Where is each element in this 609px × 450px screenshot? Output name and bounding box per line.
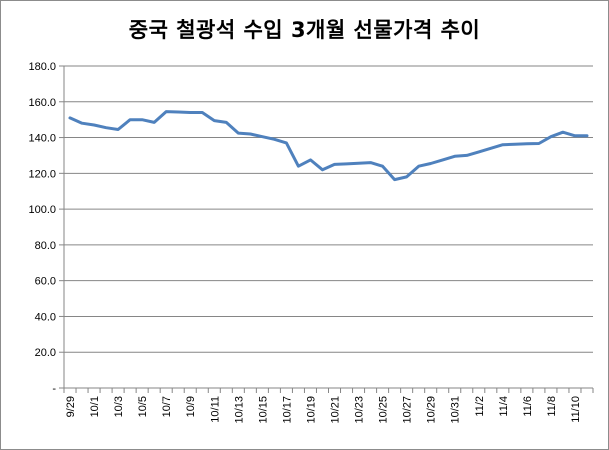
x-tick-label: 10/21 bbox=[330, 396, 342, 424]
x-tick-label: 10/31 bbox=[450, 396, 462, 424]
x-tick-label: 10/13 bbox=[233, 396, 245, 424]
y-tick-label: 20.0 bbox=[35, 347, 56, 359]
x-tick-label: 10/11 bbox=[209, 396, 221, 423]
x-tick-label: 10/15 bbox=[257, 396, 269, 424]
x-tick-label: 10/1 bbox=[89, 396, 101, 417]
x-tick-label: 10/23 bbox=[354, 396, 366, 424]
x-tick-label: 11/2 bbox=[474, 396, 486, 417]
y-tick-label: 120.0 bbox=[28, 168, 56, 180]
y-tick-labels: - 20.0 40.0 60.0 80.0 100.0 120.0 140.0 160.0 180… bbox=[28, 61, 64, 395]
y-tick-label: - bbox=[52, 383, 56, 395]
x-tick-label: 10/25 bbox=[378, 396, 390, 424]
x-tick-label: 10/5 bbox=[137, 396, 149, 417]
gridlines bbox=[64, 65, 593, 353]
x-tick-label: 10/29 bbox=[426, 396, 438, 424]
x-tick-label: 11/4 bbox=[498, 396, 510, 417]
y-tick-label: 100.0 bbox=[28, 204, 56, 216]
y-tick-label: 140.0 bbox=[28, 133, 56, 145]
y-tick-label: 40.0 bbox=[35, 311, 56, 323]
x-tick-label: 10/7 bbox=[161, 396, 173, 417]
x-tick-label: 10/17 bbox=[281, 396, 293, 424]
y-tick-label: 60.0 bbox=[35, 276, 56, 288]
y-tick-label: 80.0 bbox=[35, 240, 56, 252]
x-tick-label: 9/29 bbox=[65, 396, 77, 417]
chart-title: 중국 철광석 수입 3개월 선물가격 추이 bbox=[128, 18, 481, 42]
x-tick-label: 10/3 bbox=[113, 396, 125, 417]
x-tick-labels: 9/29 10/1 10/3 10/5 10/7 10/9 10/11 10/13 10/15 1… bbox=[63, 388, 594, 424]
axes bbox=[63, 66, 593, 389]
x-tick-label: 10/27 bbox=[402, 396, 414, 424]
x-tick-label: 11/6 bbox=[522, 396, 534, 417]
x-tick-label: 10/19 bbox=[305, 396, 317, 424]
x-tick-label: 10/9 bbox=[185, 396, 197, 417]
y-tick-label: 180.0 bbox=[28, 61, 56, 73]
x-tick-label: 11/10 bbox=[570, 396, 582, 423]
y-tick-label: 160.0 bbox=[28, 97, 56, 109]
x-tick-label: 11/8 bbox=[546, 396, 558, 417]
series-line bbox=[68, 110, 589, 182]
